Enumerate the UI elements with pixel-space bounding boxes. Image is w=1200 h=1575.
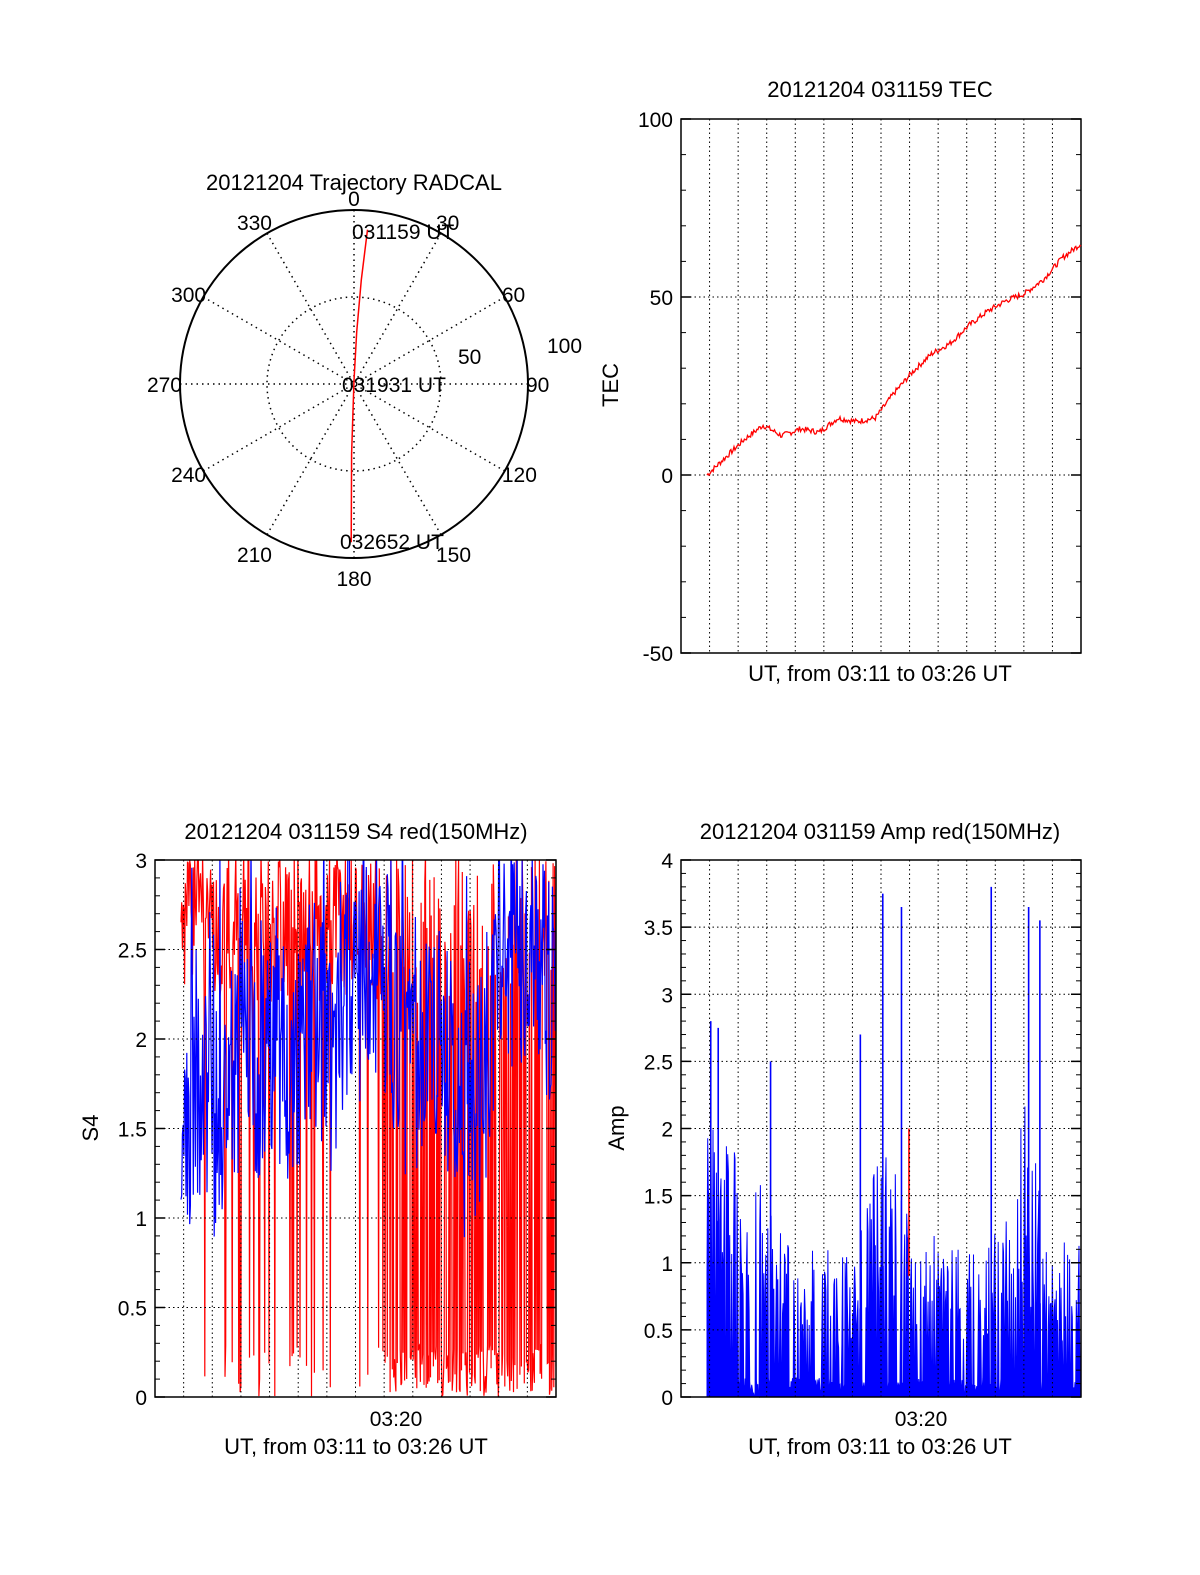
end-time-annotation: 032652 UT	[340, 531, 444, 554]
s4-ytick-label: 3	[135, 850, 147, 873]
s4-grid	[155, 860, 556, 1397]
azimuth-label-120: 120	[502, 464, 537, 487]
tec-ytick-label: 50	[650, 287, 673, 310]
amp-title: 20121204 031159 Amp red(150MHz)	[700, 819, 1060, 844]
start-time-annotation: 031159 UT	[352, 221, 455, 244]
tec-panel: 20121204 031159 TEC UT, from 03:11 to 03…	[598, 77, 1082, 686]
amp-xlabel: UT, from 03:11 to 03:26 UT	[748, 1434, 1012, 1459]
s4-plot-area: 0 0.5 1 1.5 2 2.5 3	[118, 850, 557, 1410]
tec-xlabel: UT, from 03:11 to 03:26 UT	[748, 661, 1012, 686]
amp-ytick-label: 3.5	[644, 917, 673, 940]
s4-ytick-label: 1.5	[118, 1119, 147, 1142]
amp-ytick-label: 1	[661, 1253, 673, 1276]
azimuth-label-210: 210	[237, 544, 272, 567]
radial-label-50: 50	[458, 346, 481, 369]
s4-title: 20121204 031159 S4 red(150MHz)	[184, 819, 527, 844]
s4-ytick-label: 0	[135, 1387, 147, 1410]
polar-labels: 0 30 60 90 120 150 180 210 240 270 300 330 50 100	[147, 188, 582, 591]
trajectory-trace	[350, 229, 369, 543]
s4-ytick-label: 1	[135, 1208, 147, 1231]
s4-xlabel: UT, from 03:11 to 03:26 UT	[224, 1434, 488, 1459]
amp-ytick-label: 2	[661, 1119, 673, 1142]
tec-ylabel: TEC	[598, 363, 623, 407]
tec-ytick-label: 0	[661, 465, 673, 488]
amp-plot-area: 0 0.5 1 1.5 2 2.5 3 3.5 4	[644, 850, 1082, 1410]
tec-series-line	[706, 244, 1082, 477]
trajectory-title: 20121204 Trajectory RADCAL	[206, 170, 502, 195]
azimuth-label-60: 60	[502, 284, 525, 307]
tec-grid	[681, 119, 1081, 653]
s4-xtick-0320: 03:20	[370, 1408, 423, 1431]
azimuth-label-150: 150	[436, 544, 471, 567]
tec-title: 20121204 031159 TEC	[767, 77, 993, 102]
s4-panel: 20121204 031159 S4 red(150MHz) 03:20 UT,…	[78, 819, 557, 1459]
amp-ytick-label: 0	[661, 1387, 673, 1410]
s4-ylabel: S4	[78, 1115, 103, 1142]
azimuth-label-300: 300	[171, 284, 206, 307]
inner-circle	[266, 296, 442, 472]
amp-ytick-label: 3	[661, 984, 673, 1007]
trajectory-panel: 20121204 Trajectory RADCAL 0 30 60 90 120 150…	[147, 170, 582, 591]
amp-ytick-label: 0.5	[644, 1320, 673, 1343]
amp-series-blue	[706, 1106, 1082, 1399]
azimuth-label-270: 270	[147, 374, 182, 397]
mid-time-annotation: 031931 UT	[342, 374, 446, 397]
trajectory-line	[350, 229, 369, 543]
amp-ytick-label: 2.5	[644, 1051, 673, 1074]
s4-series-blue	[180, 860, 556, 1238]
amp-grid	[681, 860, 1081, 1397]
azimuth-label-240: 240	[171, 464, 206, 487]
radial-label-100: 100	[547, 335, 582, 358]
amp-panel: 20121204 031159 Amp red(150MHz) 03:20 UT…	[604, 819, 1082, 1459]
amp-xtick-0320: 03:20	[895, 1408, 948, 1431]
azimuth-label-180: 180	[336, 568, 371, 591]
polar-grid	[179, 209, 529, 559]
azimuth-label-90: 90	[526, 374, 549, 397]
s4-ytick-label: 0.5	[118, 1298, 147, 1321]
tec-ytick-label: -50	[643, 643, 673, 666]
azimuth-label-0: 0	[348, 188, 360, 211]
tec-plot-area: -50 0 50 100	[638, 109, 1082, 666]
amp-ytick-label: 4	[661, 850, 673, 873]
azimuth-label-330: 330	[237, 212, 272, 235]
azimuth-label-30: 30	[436, 212, 459, 235]
s4-series-red	[180, 860, 556, 1397]
amp-ytick-label: 1.5	[644, 1186, 673, 1209]
tec-ytick-label: 100	[638, 109, 673, 132]
s4-ytick-label: 2.5	[118, 940, 147, 963]
s4-traces	[180, 860, 556, 1397]
s4-ytick-label: 2	[135, 1029, 147, 1052]
amp-ylabel: Amp	[604, 1105, 629, 1150]
